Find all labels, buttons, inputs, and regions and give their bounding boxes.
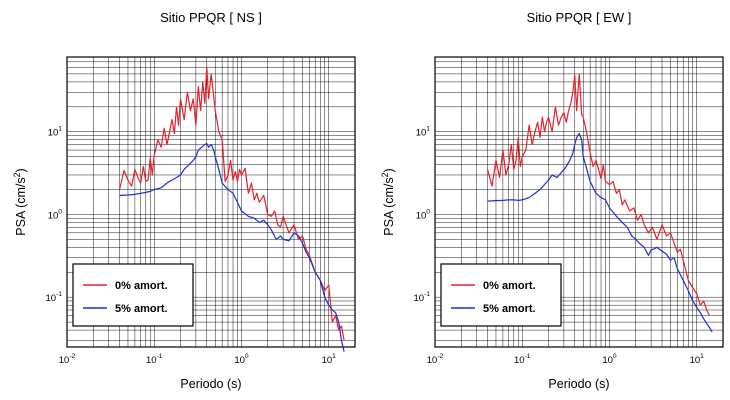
y-axis-label-exp: 2 (380, 172, 390, 177)
y-tick-label-base: 10 (416, 128, 427, 139)
y-axis-label: PSA (cm/s2) (12, 168, 28, 235)
x-tick-label-base: 10 (514, 355, 525, 366)
chart-title: Sitio PPQR [ EW ] (527, 10, 632, 25)
plot-frame (66, 56, 356, 348)
series-line-red (118, 66, 345, 341)
y-axis-label-exp: 2 (12, 172, 22, 177)
x-tick-label-exp: -2 (69, 353, 75, 360)
x-tick-label-base: 10 (234, 355, 245, 366)
y-tick-label: 100 (48, 208, 63, 221)
x-tick-label-exp: 0 (245, 353, 249, 360)
x-tick-label: 100 (602, 353, 617, 366)
y-tick-label: 10-1 (414, 291, 431, 304)
chart-2: Sitio PPQR [ EW ]10-2 10-1 100 10110-110010… (380, 10, 724, 391)
y-tick-label-exp: 1 (426, 126, 430, 133)
y-tick-label: 100 (416, 208, 431, 221)
legend-label: 0% amort. (483, 280, 536, 292)
x-tick-label: 10-1 (146, 353, 163, 366)
y-axis-label: PSA (cm/s2) (380, 168, 396, 235)
x-tick-label-exp: -1 (157, 353, 163, 360)
y-axis-label-base: PSA (cm/s (14, 177, 28, 235)
x-tick-label-base: 10 (322, 355, 333, 366)
x-tick-label: 100 (234, 353, 249, 366)
legend: 0% amort. 5% amort. (72, 263, 194, 327)
legend-box (440, 263, 562, 327)
y-axis-label-group: PSA (cm/s2) (12, 168, 28, 235)
y-tick-label: 101 (48, 126, 63, 139)
x-tick-label: 101 (322, 353, 337, 366)
y-tick-label-base: 10 (414, 293, 425, 304)
x-tick-label-exp: 1 (700, 353, 704, 360)
x-tick-label-base: 10 (59, 355, 70, 366)
x-tick-label-exp: -2 (437, 353, 443, 360)
y-tick-label-exp: 0 (426, 208, 430, 215)
plot-frame (434, 56, 724, 348)
y-axis-label-group: PSA (cm/s2) (380, 168, 396, 235)
chart-1: Sitio PPQR [ NS ]10-2 10-1 100 10110-110010… (12, 10, 356, 391)
series-line-red (486, 73, 711, 316)
grid (66, 56, 356, 347)
legend-label: 5% amort. (115, 303, 168, 315)
x-tick-label-base: 10 (690, 355, 701, 366)
y-tick-label-base: 10 (416, 210, 427, 221)
series-line-blue (119, 142, 345, 352)
y-tick-label: 101 (416, 126, 431, 139)
x-tick-label-base: 10 (146, 355, 157, 366)
x-tick-label: 10-2 (59, 353, 76, 366)
x-tick-label-exp: 0 (613, 353, 617, 360)
y-tick-label-exp: 0 (58, 208, 62, 215)
chart-title: Sitio PPQR [ NS ] (160, 10, 262, 25)
x-axis-label: Periodo (s) (180, 377, 241, 391)
y-tick-label-exp: -1 (424, 291, 430, 298)
series-line-blue (487, 132, 713, 333)
legend-box (72, 263, 194, 327)
y-tick-label-base: 10 (48, 128, 59, 139)
x-axis-label: Periodo (s) (548, 377, 609, 391)
x-tick-label-exp: 1 (332, 353, 336, 360)
legend-label: 5% amort. (483, 303, 536, 315)
x-tick-label: 101 (690, 353, 705, 366)
legend: 0% amort. 5% amort. (440, 263, 562, 327)
y-tick-label-exp: 1 (58, 126, 62, 133)
y-tick-label-base: 10 (48, 210, 59, 221)
x-tick-label: 10-1 (514, 353, 531, 366)
y-axis-label-close: ) (382, 168, 396, 172)
x-tick-label-exp: -1 (525, 353, 531, 360)
grid (434, 56, 724, 347)
y-tick-label-exp: -1 (56, 291, 62, 298)
y-axis-label-close: ) (14, 168, 28, 172)
x-tick-label: 10-2 (427, 353, 444, 366)
x-tick-label-base: 10 (427, 355, 438, 366)
legend-label: 0% amort. (115, 280, 168, 292)
y-tick-label-base: 10 (46, 293, 57, 304)
y-axis-label-base: PSA (cm/s (382, 177, 396, 235)
x-tick-label-base: 10 (602, 355, 613, 366)
y-tick-label: 10-1 (46, 291, 63, 304)
